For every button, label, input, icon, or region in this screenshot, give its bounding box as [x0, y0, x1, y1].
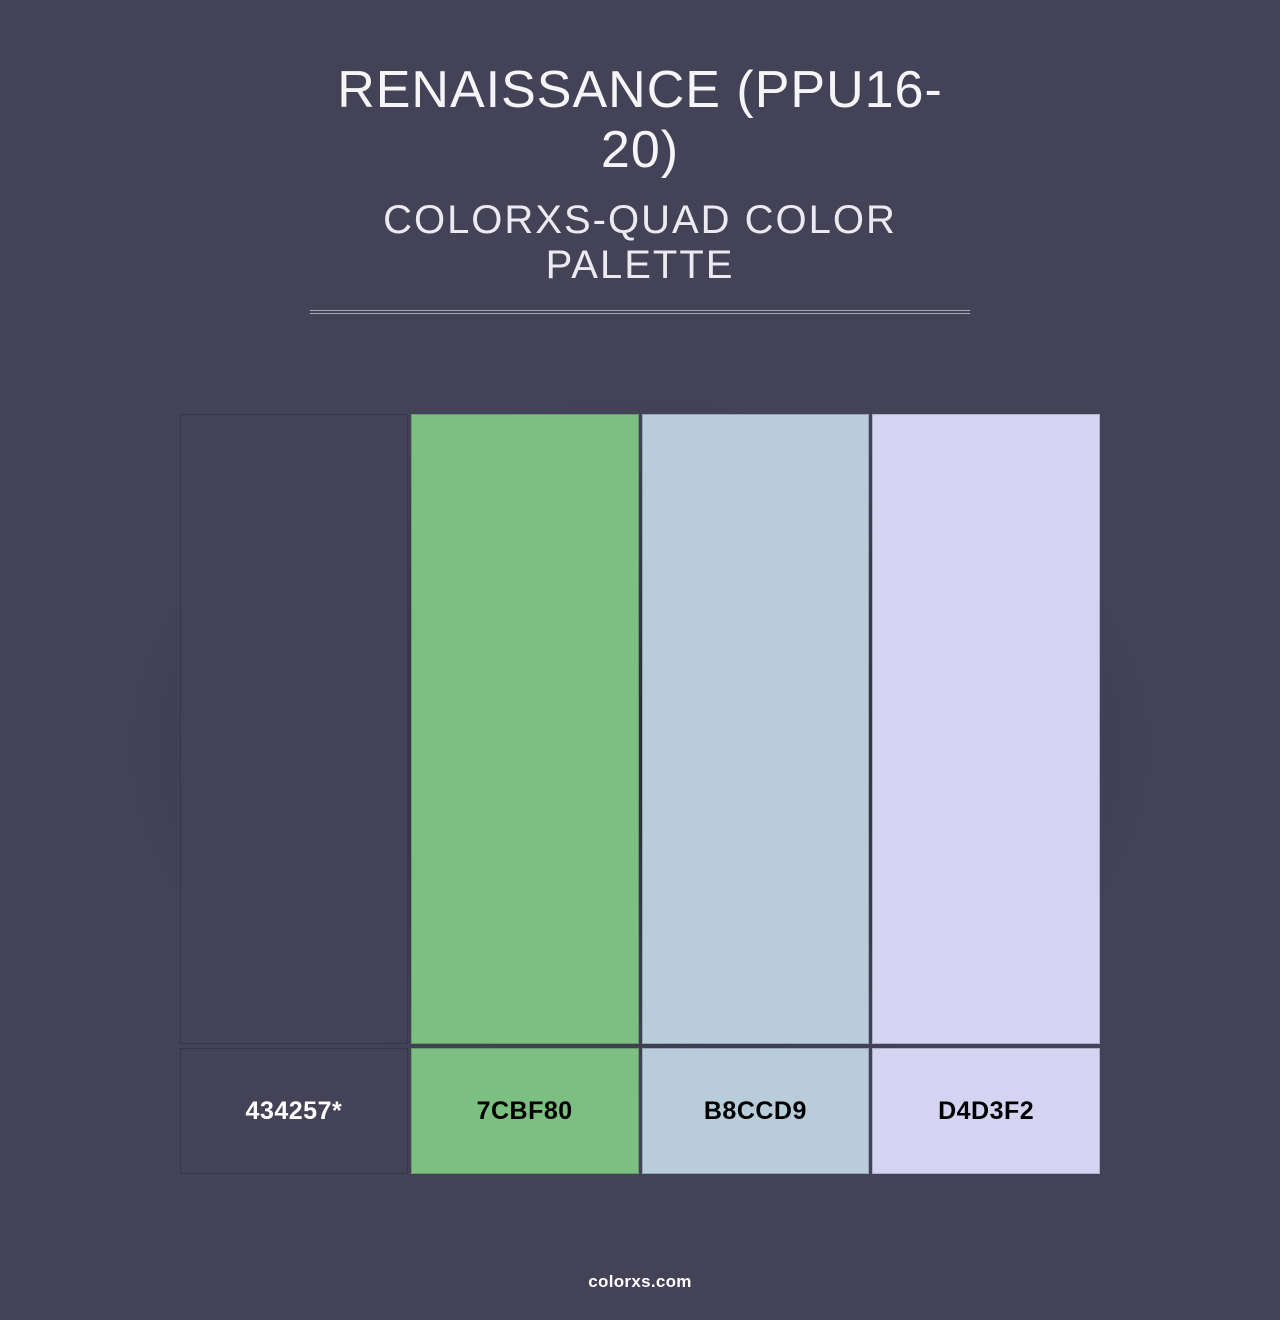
color-label-box: B8CCD9: [642, 1048, 870, 1174]
color-hex-label: 7CBF80: [477, 1097, 573, 1126]
header-divider: [310, 310, 970, 314]
color-hex-label: B8CCD9: [704, 1097, 807, 1126]
color-label-box: D4D3F2: [872, 1048, 1100, 1174]
color-palette: 434257* 7CBF80 B8CCD9 D4D3F2: [180, 414, 1100, 1174]
color-swatch: [642, 414, 870, 1044]
palette-title: RENAISSANCE (PPU16-20): [310, 60, 970, 180]
palette-subtitle: COLORXS-QUAD COLOR PALETTE: [310, 198, 970, 288]
palette-column: 7CBF80: [411, 414, 639, 1174]
color-label-box: 434257*: [180, 1048, 408, 1174]
color-swatch: [180, 414, 408, 1044]
page-root: RENAISSANCE (PPU16-20) COLORXS-QUAD COLO…: [0, 0, 1280, 1320]
color-label-box: 7CBF80: [411, 1048, 639, 1174]
palette-column: 434257*: [180, 414, 408, 1174]
color-swatch: [411, 414, 639, 1044]
color-hex-label: 434257*: [246, 1097, 343, 1126]
color-swatch: [872, 414, 1100, 1044]
header: RENAISSANCE (PPU16-20) COLORXS-QUAD COLO…: [310, 60, 970, 314]
palette-column: B8CCD9: [642, 414, 870, 1174]
footer-attribution: colorxs.com: [0, 1272, 1280, 1292]
color-hex-label: D4D3F2: [938, 1097, 1034, 1126]
palette-column: D4D3F2: [872, 414, 1100, 1174]
